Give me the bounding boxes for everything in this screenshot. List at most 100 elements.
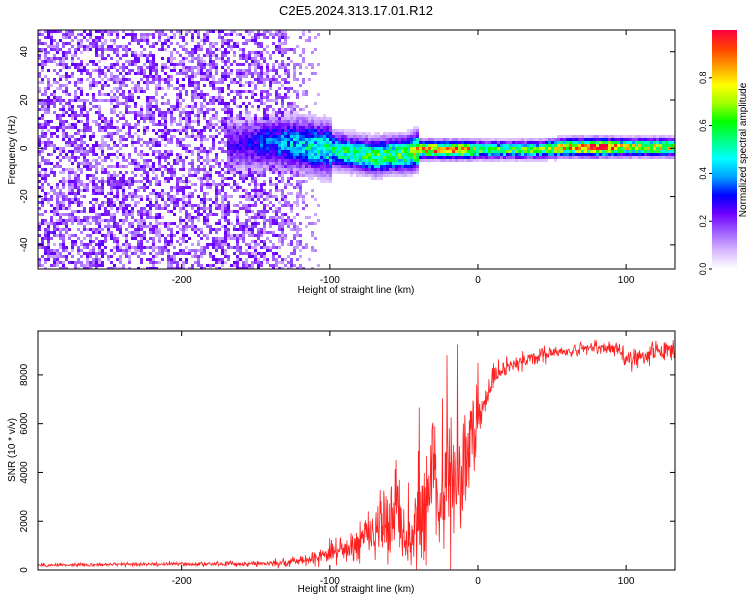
heatmap-cell: [95, 63, 98, 66]
heatmap-cell: [377, 156, 380, 159]
heatmap-cell: [239, 162, 242, 165]
heatmap-cell: [218, 183, 221, 186]
heatmap-cell: [272, 165, 275, 168]
heatmap-cell: [140, 153, 143, 156]
heatmap-cell: [236, 129, 239, 132]
heatmap-cell: [86, 153, 89, 156]
heatmap-cell: [257, 258, 260, 261]
heatmap-cell: [365, 174, 368, 177]
heatmap-cell: [485, 156, 488, 159]
heatmap-cell: [293, 228, 296, 231]
heatmap-cell: [185, 177, 188, 180]
heatmap-cell: [281, 150, 284, 153]
heatmap-cell: [50, 153, 53, 156]
heatmap-cell: [89, 234, 92, 237]
heatmap-cell: [158, 252, 161, 255]
heatmap-cell: [299, 150, 302, 153]
heatmap-cell: [359, 162, 362, 165]
heatmap-cell: [113, 240, 116, 243]
heatmap-cell: [113, 177, 116, 180]
heatmap-cell: [239, 48, 242, 51]
heatmap-cell: [284, 117, 287, 120]
heatmap-cell: [140, 225, 143, 228]
heatmap-cell: [143, 183, 146, 186]
heatmap-cell: [449, 153, 452, 156]
heatmap-cell: [167, 243, 170, 246]
heatmap-cell: [239, 195, 242, 198]
heatmap-cell: [434, 141, 437, 144]
heatmap-cell: [173, 246, 176, 249]
heatmap-cell: [227, 129, 230, 132]
heatmap-cell: [263, 231, 266, 234]
heatmap-cell: [248, 219, 251, 222]
heatmap-cell: [41, 114, 44, 117]
heatmap-cell: [227, 93, 230, 96]
heatmap-cell: [320, 141, 323, 144]
heatmap-cell: [83, 252, 86, 255]
heatmap-cell: [440, 141, 443, 144]
heatmap-cell: [254, 36, 257, 39]
heatmap-cell: [281, 219, 284, 222]
heatmap-cell: [254, 54, 257, 57]
heatmap-cell: [89, 102, 92, 105]
heatmap-cell: [74, 180, 77, 183]
heatmap-cell: [263, 117, 266, 120]
heatmap-cell: [290, 120, 293, 123]
heatmap-cell: [293, 51, 296, 54]
heatmap-cell: [218, 57, 221, 60]
heatmap-cell: [65, 111, 68, 114]
heatmap-cell: [62, 192, 65, 195]
heatmap-cell: [296, 144, 299, 147]
heatmap-cell: [368, 144, 371, 147]
heatmap-cell: [449, 156, 452, 159]
heatmap-cell: [62, 204, 65, 207]
heatmap-cell: [65, 120, 68, 123]
heatmap-cell: [344, 147, 347, 150]
heatmap-cell: [68, 42, 71, 45]
heatmap-cell: [254, 120, 257, 123]
heatmap-cell: [266, 159, 269, 162]
heatmap-cell: [230, 138, 233, 141]
heatmap-cell: [125, 99, 128, 102]
heatmap-cell: [395, 153, 398, 156]
heatmap-cell: [116, 225, 119, 228]
heatmap-cell: [299, 117, 302, 120]
heatmap-cell: [317, 219, 320, 222]
heatmap-cell: [185, 201, 188, 204]
heatmap-cell: [389, 168, 392, 171]
heatmap-cell: [38, 102, 41, 105]
heatmap-cell: [152, 57, 155, 60]
heatmap-cell: [122, 210, 125, 213]
heatmap-cell: [197, 264, 200, 267]
heatmap-cell: [248, 210, 251, 213]
heatmap-cell: [488, 138, 491, 141]
heatmap-cell: [299, 240, 302, 243]
heatmap-cell: [284, 219, 287, 222]
heatmap-cell: [290, 153, 293, 156]
heatmap-cell: [119, 129, 122, 132]
heatmap-cell: [104, 201, 107, 204]
heatmap-cell: [161, 33, 164, 36]
heatmap-cell: [38, 138, 41, 141]
heatmap-cell: [347, 144, 350, 147]
heatmap-cell: [179, 111, 182, 114]
heatmap-cell: [44, 51, 47, 54]
heatmap-cell: [398, 153, 401, 156]
heatmap-cell: [110, 216, 113, 219]
heatmap-cell: [245, 222, 248, 225]
heatmap-cell: [188, 120, 191, 123]
heatmap-cell: [218, 171, 221, 174]
heatmap-cell: [281, 117, 284, 120]
heatmap-cell: [251, 36, 254, 39]
heatmap-cell: [173, 66, 176, 69]
heatmap-cell: [332, 135, 335, 138]
heatmap-cell: [299, 108, 302, 111]
heatmap-cell: [161, 222, 164, 225]
heatmap-cell: [209, 99, 212, 102]
heatmap-cell: [197, 147, 200, 150]
heatmap-cell: [398, 135, 401, 138]
heatmap-cell: [95, 255, 98, 258]
heatmap-cell: [269, 231, 272, 234]
heatmap-cell: [248, 69, 251, 72]
heatmap-cell: [350, 144, 353, 147]
